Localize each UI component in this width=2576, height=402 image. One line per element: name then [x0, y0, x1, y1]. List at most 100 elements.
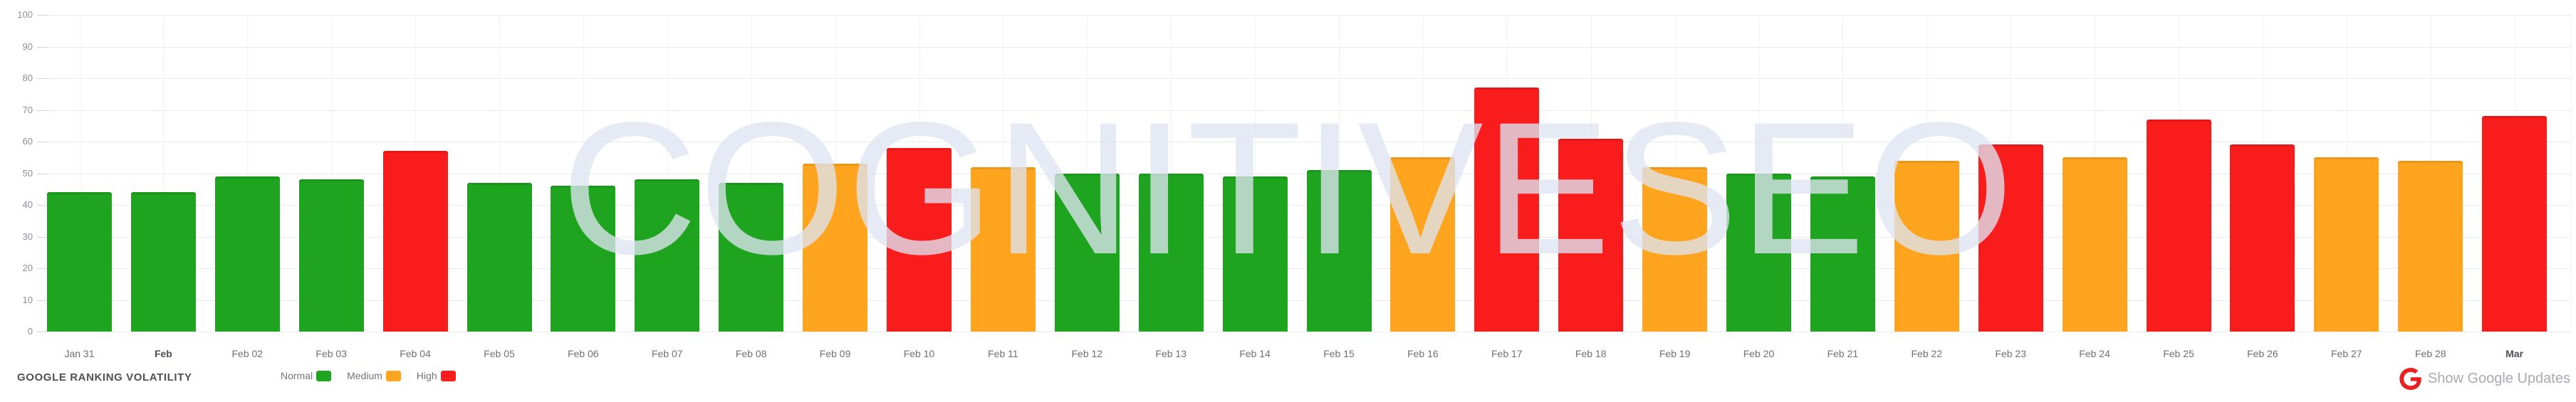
x-gridline-feb-14: [1255, 15, 1256, 332]
bar-feb-09[interactable]: [803, 164, 868, 332]
y-axis-label-60: 60: [22, 136, 33, 147]
bar-feb-15[interactable]: [1306, 170, 1372, 332]
bar-mar[interactable]: [2482, 116, 2548, 332]
x-axis-label-feb-28: Feb 28: [2414, 348, 2446, 359]
x-axis-label-feb-12: Feb 12: [1071, 348, 1103, 359]
plot-right-border: [2571, 15, 2572, 332]
bar-feb-19[interactable]: [1642, 166, 1708, 332]
x-axis-label-feb-26: Feb 26: [2247, 348, 2278, 359]
x-axis-label-feb-18: Feb 18: [1575, 348, 1607, 359]
y-axis-label-90: 90: [22, 41, 33, 52]
bar-feb-20[interactable]: [1726, 173, 1791, 332]
y-tick-80: [37, 78, 46, 79]
y-axis-label-20: 20: [22, 263, 33, 273]
x-gridline-feb-03: [331, 15, 333, 332]
y-tick-70: [37, 110, 46, 111]
x-axis-label-mar: Mar: [2505, 348, 2524, 359]
y-tick-90: [37, 46, 46, 48]
legend-swatch-medium: [385, 370, 401, 381]
bar-feb-02[interactable]: [214, 176, 280, 332]
x-axis-label-feb-19: Feb 19: [1659, 348, 1691, 359]
y-axis-label-0: 0: [27, 326, 33, 337]
y-gridline-30: [37, 236, 2571, 238]
x-gridline-feb-21: [1842, 15, 1844, 332]
bar-feb-12[interactable]: [1054, 173, 1120, 332]
y-gridline-80: [37, 78, 2571, 79]
x-gridline-feb-06: [583, 15, 584, 332]
y-tick-10: [37, 300, 46, 301]
y-gridline-10: [37, 300, 2571, 301]
legend-item-high: High: [417, 370, 456, 381]
google-g-icon: [2399, 367, 2421, 390]
x-axis-label-feb-24: Feb 24: [2079, 348, 2110, 359]
x-axis-label-feb-23: Feb 23: [1995, 348, 2026, 359]
y-axis-label-50: 50: [22, 167, 33, 179]
bar-feb-27[interactable]: [2314, 157, 2379, 332]
y-gridline-70: [37, 110, 2571, 111]
x-axis-label-feb-17: Feb 17: [1491, 348, 1523, 359]
legend-label-high: High: [416, 370, 437, 381]
bar-feb-04[interactable]: [382, 151, 448, 332]
x-axis-label-feb-16: Feb 16: [1407, 348, 1439, 359]
x-axis-label-feb-21: Feb 21: [1827, 348, 1859, 359]
bar-feb-03[interactable]: [298, 179, 364, 332]
y-gridline-90: [37, 46, 2571, 48]
y-tick-30: [37, 236, 46, 238]
x-axis-label-feb-09: Feb 09: [819, 348, 851, 359]
x-axis-label-feb-05: Feb 05: [484, 348, 515, 359]
bar-feb-14[interactable]: [1222, 176, 1288, 332]
legend-item-normal: Normal: [281, 370, 332, 381]
x-gridline-feb-05: [499, 15, 500, 332]
bar-feb-24[interactable]: [2062, 157, 2127, 332]
bar-feb-08[interactable]: [719, 182, 784, 332]
x-axis-label-feb-06: Feb 06: [568, 348, 599, 359]
y-axis-label-70: 70: [22, 104, 33, 115]
bar-feb-16[interactable]: [1390, 157, 1456, 332]
volatility-legend: Normal Medium High: [281, 370, 456, 381]
x-axis-label-feb-20: Feb 20: [1743, 348, 1775, 359]
bar-feb-11[interactable]: [970, 166, 1036, 332]
y-axis-label-40: 40: [22, 199, 33, 210]
bar-feb-23[interactable]: [1978, 144, 2043, 332]
bar-feb-22[interactable]: [1894, 160, 1959, 332]
bar-feb-06[interactable]: [551, 186, 616, 332]
legend-item-medium: Medium: [347, 370, 401, 381]
show-google-updates-toggle[interactable]: Show Google Updates: [2399, 364, 2570, 393]
bar-feb-21[interactable]: [1810, 176, 1875, 332]
show-google-updates-label: Show Google Updates: [2427, 370, 2570, 386]
x-axis-label-feb-22: Feb 22: [1911, 348, 1943, 359]
x-gridline-feb-02: [247, 15, 249, 332]
y-tick-40: [37, 205, 46, 206]
bar-feb-05[interactable]: [466, 182, 532, 332]
bar-feb-18[interactable]: [1558, 138, 1624, 332]
y-gridline-100: [37, 15, 2571, 16]
bar-feb-10[interactable]: [887, 147, 951, 332]
bar-feb-25[interactable]: [2146, 119, 2211, 332]
bar-feb[interactable]: [130, 192, 196, 332]
x-axis-label-feb-15: Feb 15: [1323, 348, 1355, 359]
y-axis-label-80: 80: [22, 73, 33, 83]
x-axis-label-feb-04: Feb 04: [400, 348, 431, 359]
x-axis-label-feb-10: Feb 10: [903, 348, 935, 359]
legend-label-normal: Normal: [281, 370, 313, 381]
bar-feb-17[interactable]: [1474, 88, 1540, 332]
chart-title: GOOGLE RANKING VOLATILITY: [17, 371, 192, 384]
x-gridline-feb-07: [667, 15, 668, 332]
bar-feb-28[interactable]: [2398, 160, 2463, 332]
y-axis-label-10: 10: [22, 294, 33, 305]
bar-feb-26[interactable]: [2230, 144, 2295, 332]
x-axis-label-feb-08: Feb 08: [735, 348, 767, 359]
x-axis-label-feb-11: Feb 11: [988, 348, 1018, 359]
x-gridline-feb-08: [751, 15, 752, 332]
x-axis-label-feb-25: Feb 25: [2163, 348, 2194, 359]
bar-feb-13[interactable]: [1138, 173, 1204, 332]
x-axis-label-feb-13: Feb 13: [1155, 348, 1187, 359]
bar-jan-31[interactable]: [47, 192, 112, 332]
legend-swatch-normal: [316, 370, 332, 381]
y-gridline-40: [37, 205, 2571, 206]
y-tick-100: [37, 15, 46, 16]
x-axis-label-feb-27: Feb 27: [2331, 348, 2362, 359]
bar-feb-07[interactable]: [635, 179, 700, 332]
